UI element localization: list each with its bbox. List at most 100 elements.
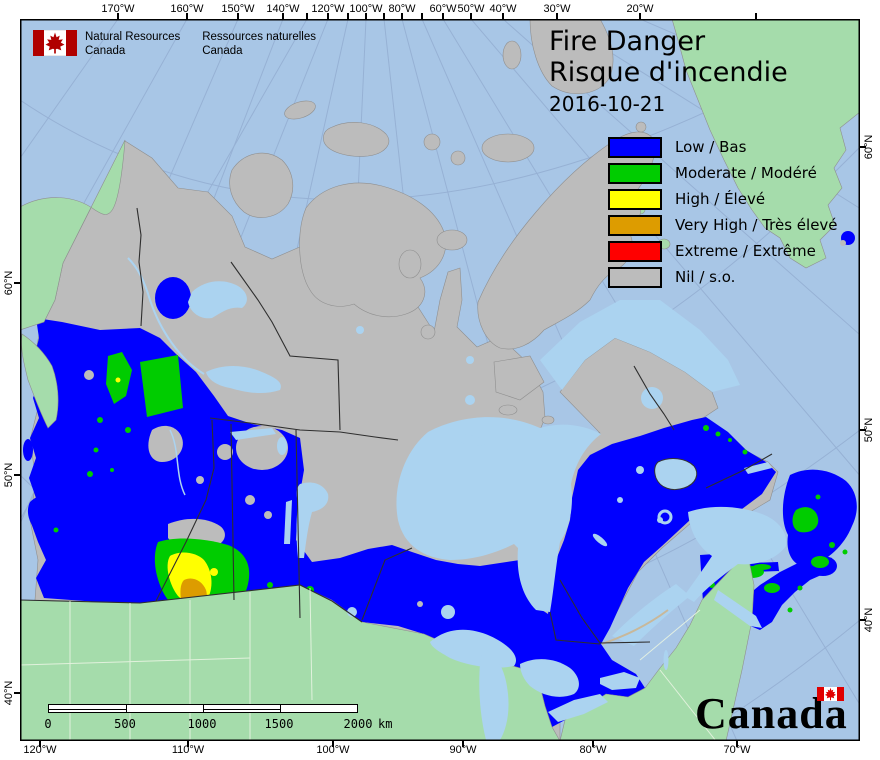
axis-tick — [14, 282, 20, 284]
title-english: Fire Danger — [549, 26, 706, 57]
legend-label-high: High / Élevé — [675, 190, 766, 208]
lake-athabasca — [230, 428, 276, 440]
fire-danger-legend: Low / Bas Moderate / Modéré High / Élevé… — [608, 134, 838, 290]
axis-tick — [470, 13, 472, 19]
legend-swatch-nil — [608, 266, 662, 288]
axis-tick — [556, 13, 558, 19]
axis-tick — [860, 619, 866, 621]
hudson-strait — [540, 300, 740, 392]
axis-tick — [860, 146, 866, 148]
axis-tick — [237, 13, 239, 19]
lake-michigan — [479, 650, 509, 740]
axis-tick — [639, 13, 641, 19]
bay-of-fundy — [714, 590, 762, 628]
arctic-islands — [229, 19, 656, 425]
lake-huron — [520, 659, 579, 697]
foreign-land — [20, 19, 860, 741]
great-bear-lake — [188, 281, 247, 319]
title-french: Risque d'incendie — [549, 57, 788, 88]
scale-bar-divider — [126, 705, 127, 712]
region-nil-spots — [84, 240, 846, 615]
alaska — [20, 139, 126, 331]
axis-tick — [332, 741, 334, 747]
lake-erie — [548, 694, 608, 722]
legend-swatch-extreme — [608, 240, 662, 262]
victoria-island — [299, 182, 446, 317]
st-lawrence-river — [612, 584, 690, 646]
legend-swatch-moderate — [608, 162, 662, 184]
legend-label-low: Low / Bas — [675, 138, 747, 156]
legend-label-nil: Nil / s.o. — [675, 268, 736, 286]
legend-item-nil: Nil / s.o. — [608, 264, 838, 290]
canada-flag-icon — [33, 30, 77, 56]
axis-label-top-30w: 30°W — [543, 3, 571, 15]
scale-label-0: 0 — [44, 717, 52, 731]
axis-tick — [14, 474, 20, 476]
axis-label-bottom-120w: 120°W — [23, 744, 57, 756]
ellesmere-island — [529, 19, 614, 95]
axis-tick — [383, 13, 385, 19]
org-en-line2: Canada — [85, 45, 126, 57]
org-name-en: Natural Resources Canada — [85, 30, 180, 58]
banks-island — [229, 152, 294, 218]
canada-fire-danger-map — [20, 19, 860, 741]
scale-bar: 0 500 1000 1500 2000 km — [44, 704, 392, 731]
axis-tick — [736, 741, 738, 747]
smallwood-reservoir — [654, 458, 698, 491]
greenland — [640, 19, 860, 269]
axis-label-bottom-100w: 100°W — [316, 744, 350, 756]
axis-label-top-170w: 170°W — [101, 3, 135, 15]
scale-label-500: 500 — [114, 717, 136, 731]
ungava-bay — [641, 387, 663, 409]
axis-label-top-20w: 20°W — [626, 3, 654, 15]
great-slave-lake — [206, 366, 281, 394]
axis-label-top-80w: 80°W — [388, 3, 416, 15]
legend-item-high: High / Élevé — [608, 186, 838, 212]
legend-item-very-high: Very High / Très élevé — [608, 212, 838, 238]
axis-tick — [186, 13, 188, 19]
scale-bar-midline — [49, 708, 126, 710]
lake-ontario — [600, 672, 640, 690]
axis-tick — [282, 13, 284, 19]
scale-bar-midline — [203, 708, 280, 710]
axis-tick — [860, 429, 866, 431]
legend-swatch-high — [608, 188, 662, 210]
axis-label-top-140w: 140°W — [266, 3, 300, 15]
lake-winnipeg — [296, 482, 329, 558]
scale-bar-graphic — [48, 704, 358, 713]
axis-tick — [442, 13, 444, 19]
axis-label-top-150w: 150°W — [221, 3, 255, 15]
map-title-block: Fire Danger Risque d'incendie 2016-10-21 — [549, 26, 788, 116]
hudson-bay — [396, 417, 601, 612]
legend-swatch-very-high — [608, 214, 662, 236]
org-fr-line2: Canada — [202, 45, 243, 57]
scale-bar-divider — [280, 705, 281, 712]
axis-label-bottom-90w: 90°W — [449, 744, 477, 756]
legend-item-extreme: Extreme / Extrême — [608, 238, 838, 264]
axis-tick — [755, 13, 757, 19]
axis-tick — [306, 13, 308, 19]
boundary-lines — [20, 207, 773, 645]
alaska-panhandle — [21, 333, 59, 429]
org-signature: Natural Resources Canada Ressources natu… — [33, 30, 316, 58]
legend-item-low: Low / Bas — [608, 134, 838, 160]
inland-water — [188, 264, 787, 740]
rivers — [127, 257, 669, 645]
wordmark-flag-icon — [817, 687, 844, 701]
axis-label-top-160w: 160°W — [170, 3, 204, 15]
org-en-line1: Natural Resources — [85, 31, 181, 43]
scale-unit: km — [378, 717, 393, 731]
scale-label-1500: 1500 — [264, 717, 294, 731]
gulf-st-lawrence — [684, 506, 787, 602]
axis-label-top-120w: 120°W — [311, 3, 345, 15]
axis-label-bottom-110w: 110°W — [171, 744, 205, 756]
axis-tick — [401, 13, 403, 19]
axis-tick — [347, 13, 349, 19]
axis-label-top-100w: 100°W — [349, 3, 383, 15]
title-date: 2016-10-21 — [549, 92, 666, 116]
axis-label-top-40w: 40°W — [489, 3, 517, 15]
axis-tick — [117, 13, 119, 19]
axis-tick — [327, 13, 329, 19]
axis-tick — [365, 13, 367, 19]
axis-tick — [502, 13, 504, 19]
